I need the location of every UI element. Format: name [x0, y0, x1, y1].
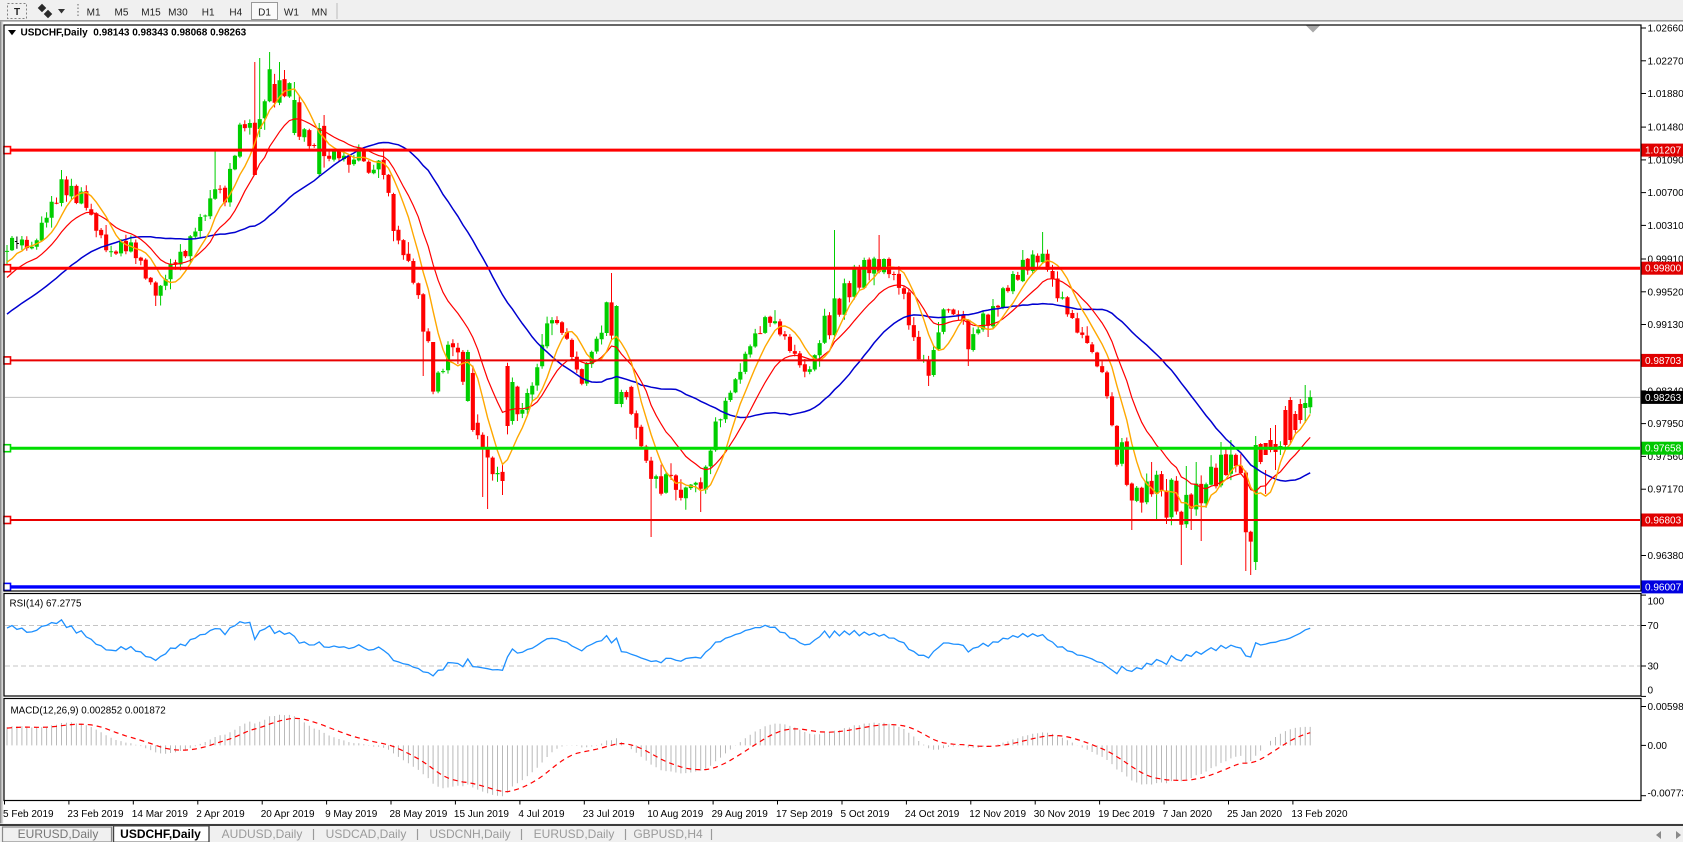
svg-text:1.01090: 1.01090 [1648, 155, 1683, 166]
svg-text:M1: M1 [87, 8, 101, 19]
svg-text:0.00: 0.00 [1648, 741, 1668, 752]
svg-text:28 May 2019: 28 May 2019 [390, 809, 448, 820]
svg-text:0.99910: 0.99910 [1648, 255, 1683, 266]
svg-text:M15: M15 [141, 8, 161, 19]
svg-text:1.00310: 1.00310 [1648, 221, 1683, 232]
svg-text:29 Aug 2019: 29 Aug 2019 [712, 809, 769, 820]
svg-text:W1: W1 [284, 8, 299, 19]
svg-text:5 Feb 2019: 5 Feb 2019 [3, 809, 54, 820]
svg-text:1.02270: 1.02270 [1648, 56, 1683, 67]
svg-text:GBPUSD,H4: GBPUSD,H4 [633, 827, 703, 841]
svg-text:USDCAD,Daily: USDCAD,Daily [326, 827, 407, 841]
svg-text:10 Aug 2019: 10 Aug 2019 [647, 809, 704, 820]
svg-text:13 Feb 2020: 13 Feb 2020 [1291, 809, 1348, 820]
svg-text:0.97170: 0.97170 [1648, 485, 1683, 496]
svg-text:25 Jan 2020: 25 Jan 2020 [1227, 809, 1282, 820]
svg-text:M5: M5 [115, 8, 129, 19]
svg-text:30 Nov 2019: 30 Nov 2019 [1034, 809, 1091, 820]
svg-text:0.98263: 0.98263 [1645, 393, 1682, 404]
svg-text:1.01480: 1.01480 [1648, 123, 1683, 134]
svg-text:AUDUSD,Daily: AUDUSD,Daily [222, 827, 303, 841]
svg-text:19 Dec 2019: 19 Dec 2019 [1098, 809, 1155, 820]
svg-text:USDCNH,Daily: USDCNH,Daily [429, 827, 510, 841]
svg-text:H4: H4 [229, 8, 242, 19]
svg-text:D1: D1 [258, 8, 271, 19]
svg-text:20 Apr 2019: 20 Apr 2019 [261, 809, 315, 820]
svg-text:70: 70 [1648, 621, 1660, 632]
svg-text:H1: H1 [202, 8, 215, 19]
svg-text:17 Sep 2019: 17 Sep 2019 [776, 809, 833, 820]
svg-text:12 Nov 2019: 12 Nov 2019 [969, 809, 1026, 820]
svg-text:0.96007: 0.96007 [1645, 582, 1682, 593]
svg-text:1.01880: 1.01880 [1648, 89, 1683, 100]
svg-text:USDCHF,Daily 0.98143 0.98343: USDCHF,Daily 0.98143 0.98343 0.98068 0.9… [21, 28, 247, 39]
svg-text:0.96380: 0.96380 [1648, 551, 1683, 562]
svg-text:0.96803: 0.96803 [1645, 516, 1682, 527]
svg-text:RSI(14) 67.2775: RSI(14) 67.2775 [10, 599, 82, 610]
svg-text:2 Apr 2019: 2 Apr 2019 [196, 809, 245, 820]
svg-text:9 May 2019: 9 May 2019 [325, 809, 378, 820]
svg-text:-0.007737: -0.007737 [1648, 789, 1683, 800]
svg-text:30: 30 [1648, 662, 1660, 673]
svg-text:5 Oct 2019: 5 Oct 2019 [841, 809, 890, 820]
svg-text:100: 100 [1648, 597, 1665, 608]
svg-text:0.005986: 0.005986 [1648, 702, 1683, 713]
svg-text:USDCHF,Daily: USDCHF,Daily [120, 827, 201, 841]
svg-text:0.97560: 0.97560 [1648, 452, 1683, 463]
svg-text:0.99520: 0.99520 [1648, 287, 1683, 298]
svg-text:0.99130: 0.99130 [1648, 320, 1683, 331]
svg-text:M30: M30 [168, 8, 188, 19]
svg-text:1.00700: 1.00700 [1648, 188, 1683, 199]
svg-text:15 Jun 2019: 15 Jun 2019 [454, 809, 509, 820]
svg-text:0.97950: 0.97950 [1648, 419, 1683, 430]
svg-text:23 Feb 2019: 23 Feb 2019 [67, 809, 124, 820]
svg-text:T: T [14, 7, 20, 18]
svg-text:0.97658: 0.97658 [1645, 444, 1682, 455]
svg-text:0.98703: 0.98703 [1645, 356, 1682, 367]
svg-text:23 Jul 2019: 23 Jul 2019 [583, 809, 635, 820]
svg-text:1.01207: 1.01207 [1645, 146, 1682, 157]
svg-text:EURUSD,Daily: EURUSD,Daily [534, 827, 615, 841]
svg-text:MN: MN [312, 8, 328, 19]
svg-text:1.02660: 1.02660 [1648, 24, 1683, 35]
svg-text:MACD(12,26,9) 0.002852 0.00187: MACD(12,26,9) 0.002852 0.001872 [11, 706, 166, 717]
svg-text:0.99800: 0.99800 [1645, 264, 1682, 275]
svg-text:14 Mar 2019: 14 Mar 2019 [132, 809, 189, 820]
svg-text:0: 0 [1648, 686, 1654, 697]
svg-text:24 Oct 2019: 24 Oct 2019 [905, 809, 960, 820]
svg-text:7 Jan 2020: 7 Jan 2020 [1163, 809, 1213, 820]
svg-text:4 Jul 2019: 4 Jul 2019 [518, 809, 565, 820]
svg-text:EURUSD,Daily: EURUSD,Daily [18, 827, 99, 841]
